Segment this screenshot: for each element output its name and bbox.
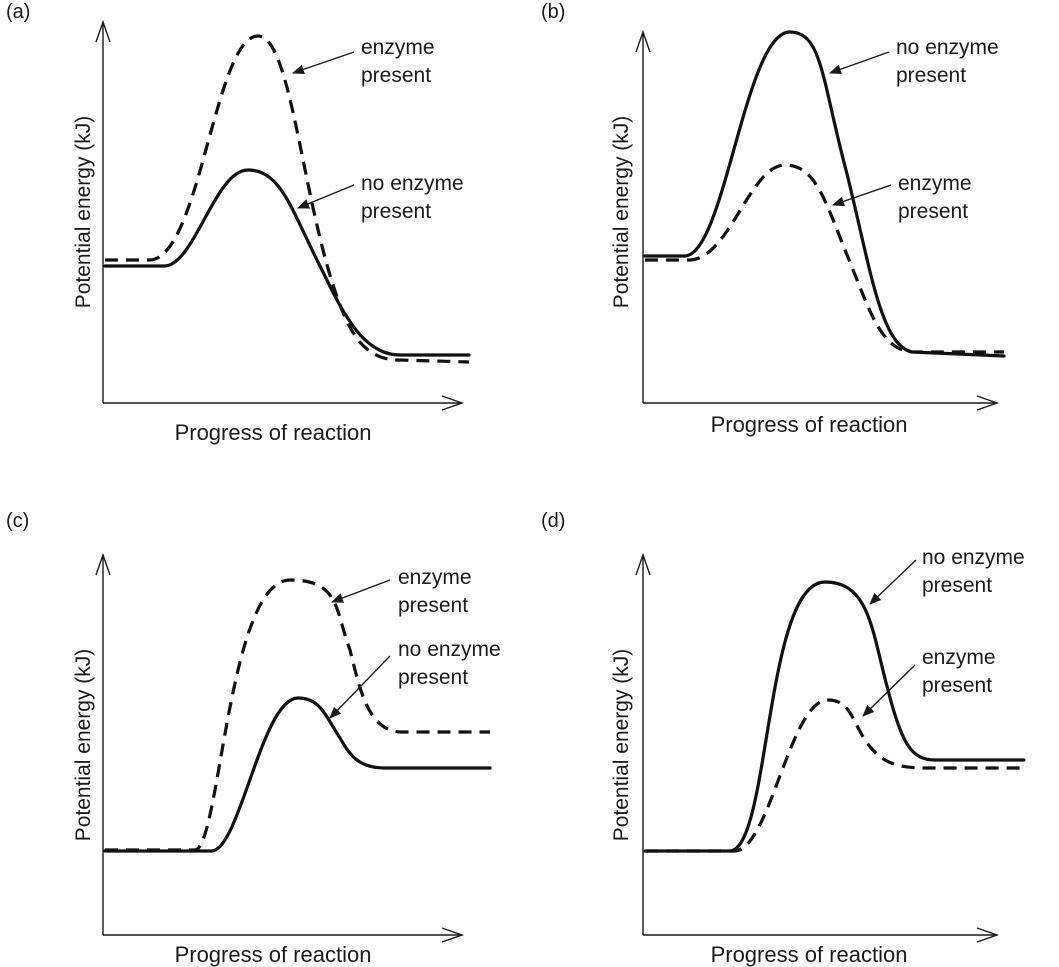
curve-no-enzyme xyxy=(643,580,1026,853)
pointer-arrow xyxy=(832,184,892,207)
annotation-line: present xyxy=(361,64,431,87)
curve-enzyme xyxy=(105,578,490,852)
curve-no-enzyme xyxy=(103,168,471,357)
svg-text:enzyme present: enzyme present xyxy=(898,172,977,223)
annotation-line: present xyxy=(361,200,431,223)
annotation-no-enzyme: no enzyme present xyxy=(829,36,1005,87)
pointer-arrow xyxy=(829,51,890,75)
x-axis-label: Progress of reaction xyxy=(175,420,372,445)
panel-d: (d) Potential energy (kJ) Progress of re… xyxy=(541,510,1031,967)
annotation-no-enzyme: no enzyme present xyxy=(329,638,507,719)
axes xyxy=(95,19,465,411)
curve-enzyme xyxy=(645,163,1004,354)
panel-label: (d) xyxy=(541,510,565,532)
annotation-line: present xyxy=(922,574,992,597)
panel-c: (c) Potential energy (kJ) Progress of re… xyxy=(6,510,507,967)
pointer-arrow xyxy=(292,51,355,75)
svg-text:enzyme present: enzyme present xyxy=(922,646,1001,697)
y-axis-label: Potential energy (kJ) xyxy=(72,116,95,309)
y-axis-arrowhead-icon xyxy=(635,552,651,576)
pointer-arrow xyxy=(329,655,391,719)
curve-no-enzyme xyxy=(643,30,1006,358)
axes xyxy=(635,552,1000,943)
x-axis-arrowhead-icon xyxy=(441,927,465,943)
curve-enzyme xyxy=(105,34,470,364)
panel-b: (b) Potential energy (kJ) Progress of re… xyxy=(541,1,1006,437)
annotation-no-enzyme: no enzyme present xyxy=(297,172,470,223)
x-axis-label: Progress of reaction xyxy=(175,942,372,967)
axes xyxy=(95,552,465,943)
annotation-line: present xyxy=(398,594,468,617)
annotation-line: present xyxy=(898,200,968,223)
annotation-line: enzyme xyxy=(922,646,996,669)
annotation-enzyme: enzyme present xyxy=(331,566,477,617)
annotation-line: no enzyme xyxy=(361,172,464,195)
panel-label: (a) xyxy=(6,1,30,23)
annotation-line: enzyme xyxy=(398,566,472,589)
annotation-line: enzyme xyxy=(361,36,435,59)
annotation-no-enzyme: no enzyme present xyxy=(869,546,1031,605)
x-axis-arrowhead-icon xyxy=(976,395,1000,411)
panel-label: (b) xyxy=(541,1,565,23)
annotation-enzyme: enzyme present xyxy=(292,36,440,87)
svg-text:no enzyme present: no enzyme present xyxy=(922,546,1031,597)
svg-text:enzyme present: enzyme present xyxy=(398,566,477,617)
annotation-enzyme: enzyme present xyxy=(832,172,977,223)
y-axis-label: Potential energy (kJ) xyxy=(72,649,95,842)
panel-label: (c) xyxy=(6,510,29,532)
annotation-line: no enzyme xyxy=(398,638,501,661)
y-axis-label: Potential energy (kJ) xyxy=(610,649,633,842)
y-axis-arrowhead-icon xyxy=(635,29,651,53)
pointer-arrow xyxy=(297,184,355,209)
annotation-line: enzyme xyxy=(898,172,972,195)
svg-text:no enzyme present: no enzyme present xyxy=(398,638,507,689)
x-axis-label: Progress of reaction xyxy=(711,942,908,967)
y-axis-label: Potential energy (kJ) xyxy=(610,116,633,309)
x-axis-arrowhead-icon xyxy=(441,395,465,411)
annotation-line: no enzyme xyxy=(896,36,999,59)
svg-text:no enzyme present: no enzyme present xyxy=(361,172,470,223)
annotation-line: no enzyme xyxy=(922,546,1025,569)
svg-text:enzyme present: enzyme present xyxy=(361,36,440,87)
axes xyxy=(635,29,1000,411)
curve-no-enzyme xyxy=(103,696,492,853)
x-axis-label: Progress of reaction xyxy=(711,412,908,437)
pointer-arrow xyxy=(869,559,917,605)
pointer-arrow xyxy=(331,579,391,603)
x-axis-arrowhead-icon xyxy=(976,927,1000,943)
svg-text:no enzyme present: no enzyme present xyxy=(896,36,1005,87)
annotation-line: present xyxy=(398,666,468,689)
panel-a: (a) Potential energy (kJ) Progress of re… xyxy=(6,1,471,445)
curve-enzyme xyxy=(645,698,1024,853)
y-axis-arrowhead-icon xyxy=(95,19,111,43)
annotation-line: present xyxy=(922,674,992,697)
y-axis-arrowhead-icon xyxy=(95,552,111,576)
annotation-enzyme: enzyme present xyxy=(862,646,1001,717)
annotation-line: present xyxy=(896,64,966,87)
pointer-arrow xyxy=(862,664,916,717)
